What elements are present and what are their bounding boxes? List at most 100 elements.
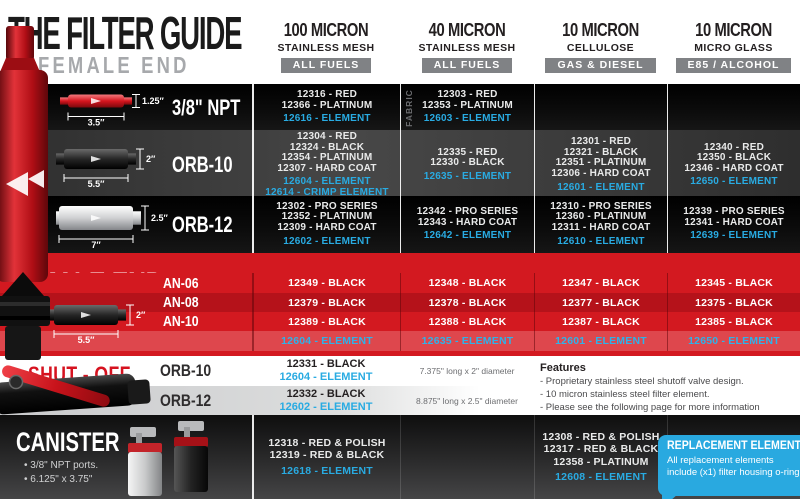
column-header-10-micron-micro-glass: 10 MICRON MICRO GLASS E85 / ALCOHOL xyxy=(667,0,800,84)
micron-rating: 40 MICRON xyxy=(428,20,506,40)
part-number: 12335 - RED xyxy=(437,146,498,158)
part-number: 12343 - HARD COAT xyxy=(417,216,518,228)
column-header-40-micron-stainless-mesh: 40 MICRON STAINLESS MESH ALL FUELS xyxy=(400,0,534,84)
part-number: 12345 - BLACK xyxy=(667,273,800,293)
shutoff-row-label-cell: ORB-12 xyxy=(0,386,252,415)
row-label: ORB-10 xyxy=(172,152,233,178)
part-number: 12321 - BLACK xyxy=(563,146,639,158)
element-group: 12616 - ELEMENT xyxy=(283,114,370,125)
element-number: 12616 - ELEMENT xyxy=(283,113,371,125)
column-header-100-micron-stainless-mesh: 100 MICRON STAINLESS MESH ALL FUELS xyxy=(252,0,400,84)
micron-rating: 100 MICRON xyxy=(283,20,369,40)
canister-bullet: • 6.125" x 3.75" xyxy=(24,474,93,485)
element-number: 12601 - ELEMENT xyxy=(557,181,645,193)
replacement-elements-body: All replacement elements include (x1) fi… xyxy=(667,455,800,478)
row-label-cell: 1.25″ 3.5″ 3/8" NPT xyxy=(0,84,252,131)
header: THE FILTER GUIDE FEMALE END 100 MICRON ST… xyxy=(0,0,800,84)
part-cell: 12302 - PRO SERIES 12352 - PLATINUM 12309 … xyxy=(252,196,400,253)
page-subtitle: FEMALE END xyxy=(38,52,190,78)
part-number: 12354 - PLATINUM xyxy=(281,152,373,164)
replacement-elements-box: REPLACEMENT ELEMENTS All replacement ele… xyxy=(658,435,800,499)
male-row-label: AN-10 xyxy=(163,313,199,330)
male-row-label-cell: AN-08 xyxy=(0,293,252,312)
svg-text:7″: 7″ xyxy=(91,240,101,248)
shutoff-row-label: ORB-12 xyxy=(160,390,212,410)
part-cell xyxy=(534,84,667,131)
part-number: 12306 - HARD COAT xyxy=(551,168,651,180)
part-cell: FABRIC 12303 - RED 12353 - PLATINUM 12603 -… xyxy=(400,84,534,131)
element-group: 12602 - ELEMENT xyxy=(283,236,370,248)
part-number: 12303 - RED xyxy=(437,89,498,101)
part-number: 12342 - PRO SERIES xyxy=(416,206,519,218)
fabric-note: FABRIC xyxy=(404,88,414,127)
element-number: 12604 - ELEMENT xyxy=(283,176,371,188)
part-number: 12352 - PLATINUM xyxy=(281,211,373,223)
part-number: 12316 - RED xyxy=(296,89,357,101)
part-cell: 12316 - RED 12366 - PLATINUM 12616 - ELEME… xyxy=(252,84,400,131)
svg-text:5.5″: 5.5″ xyxy=(88,179,106,189)
filter-media: STAINLESS MESH xyxy=(418,42,516,54)
part-cell xyxy=(400,415,534,499)
element-number: 12610 - ELEMENT xyxy=(557,235,645,247)
element-number: 12603 - ELEMENT xyxy=(423,113,512,125)
filter-media: STAINLESS MESH xyxy=(277,42,375,54)
part-number: 12302 - PRO SERIES xyxy=(276,200,378,212)
row-label: 3/8" NPT xyxy=(172,94,241,120)
part-number: 12308 - RED & POLISH xyxy=(542,430,660,443)
element-number: 12639 - ELEMENT xyxy=(690,230,778,242)
svg-text:2″: 2″ xyxy=(136,310,146,320)
micron-rating: 10 MICRON xyxy=(695,20,772,40)
filter-drawing-black: 2″ 5.5″ xyxy=(56,135,168,196)
male-filter-drawing: 2″ 5.5″ xyxy=(46,291,158,352)
element-number: 12635 - ELEMENT xyxy=(400,331,534,351)
features-items: - Proprietary stainless steel shutoff va… xyxy=(540,375,796,414)
part-number: 12318 - RED & POLISH xyxy=(268,436,386,449)
canister-section: CANISTER • 3/8" NPT ports. • 6.125" x 3.7… xyxy=(0,415,800,499)
part-cell: 12335 - RED 12330 - BLACK 12635 - ELEMENT xyxy=(400,130,534,201)
element-number: 12608 - ELEMENT xyxy=(555,471,647,483)
part-number: 12351 - PLATINUM xyxy=(555,157,647,169)
element-number: 12650 - ELEMENT xyxy=(667,331,800,351)
element-group: 12610 - ELEMENT xyxy=(557,235,645,248)
part-cell: 12331 - BLACK 12604 - ELEMENT xyxy=(252,356,400,386)
part-cell: 12318 - RED & POLISH 12319 - RED & BLACK 1… xyxy=(252,415,400,499)
size-cell: 8.875" long x 2.5" diameter xyxy=(400,386,534,415)
part-number: 12301 - RED xyxy=(570,136,631,148)
female-row-orb-12: 2.5″ 7″ ORB-12 12302 - PRO SERIES 12352 - PL… xyxy=(0,196,800,253)
element-group: 12642 - ELEMENT xyxy=(424,231,511,242)
part-number: 12388 - BLACK xyxy=(400,312,534,331)
fuel-badge: ALL FUELS xyxy=(421,58,513,73)
part-number: 12311 - HARD COAT xyxy=(551,222,651,233)
part-number: 12330 - BLACK xyxy=(430,157,505,169)
canister-bullets: • 3/8" NPT ports. • 6.125" x 3.75" xyxy=(24,459,98,487)
part-number: 12366 - PLATINUM xyxy=(281,99,373,111)
part-number: 12341 - HARD COAT xyxy=(684,216,784,228)
part-number: 12304 - RED xyxy=(296,131,357,142)
part-number: 12339 - PRO SERIES xyxy=(683,206,785,218)
part-cell: 12332 - BLACK 12602 - ELEMENT xyxy=(252,386,400,415)
column-header-10-micron-cellulose: 10 MICRON CELLULOSE GAS & DIESEL xyxy=(534,0,667,84)
fuel-badge-wrap: GAS & DIESEL xyxy=(545,55,656,73)
features-heading: Features xyxy=(540,362,586,374)
part-number: 12350 - BLACK xyxy=(696,152,772,164)
male-end-rows: AN-06 12349 - BLACK 12348 - BLACK 12347 - B… xyxy=(0,273,800,351)
fuel-badge-wrap: E85 / ALCOHOL xyxy=(675,55,792,73)
male-row-an-06: AN-06 12349 - BLACK 12348 - BLACK 12347 - B… xyxy=(0,273,800,293)
shutoff-row-label: ORB-10 xyxy=(160,361,212,380)
part-number: 12389 - BLACK xyxy=(252,312,400,331)
page-title: THE FILTER GUIDE xyxy=(8,7,242,59)
filter-drawing-red: 1.25″ 3.5″ xyxy=(56,84,168,131)
part-number: 12340 - RED xyxy=(703,141,764,153)
shutoff-row-orb-10: ORB-10 12331 - BLACK 12604 - ELEMENT 7.375"… xyxy=(0,356,800,386)
element-number: 12604 - ELEMENT xyxy=(279,371,373,383)
male-row-an-10: AN-10 12389 - BLACK 12388 - BLACK 12387 - B… xyxy=(0,312,800,331)
male-row-an-08: AN-08 12379 - BLACK 12378 - BLACK 12377 - B… xyxy=(0,293,800,312)
part-number: 12348 - BLACK xyxy=(400,273,534,293)
element-number: 12618 - ELEMENT xyxy=(281,464,373,477)
part-cell: 12340 - RED 12350 - BLACK 12346 - HARD COA… xyxy=(667,130,800,201)
part-number: 12358 - PLATINUM xyxy=(553,455,649,468)
fuel-badge: ALL FUELS xyxy=(280,58,372,73)
row-label: ORB-12 xyxy=(172,211,233,237)
size-note: 7.375" long x 2" diameter xyxy=(419,366,515,376)
size-note: 8.875" long x 2.5" diameter xyxy=(416,395,518,406)
